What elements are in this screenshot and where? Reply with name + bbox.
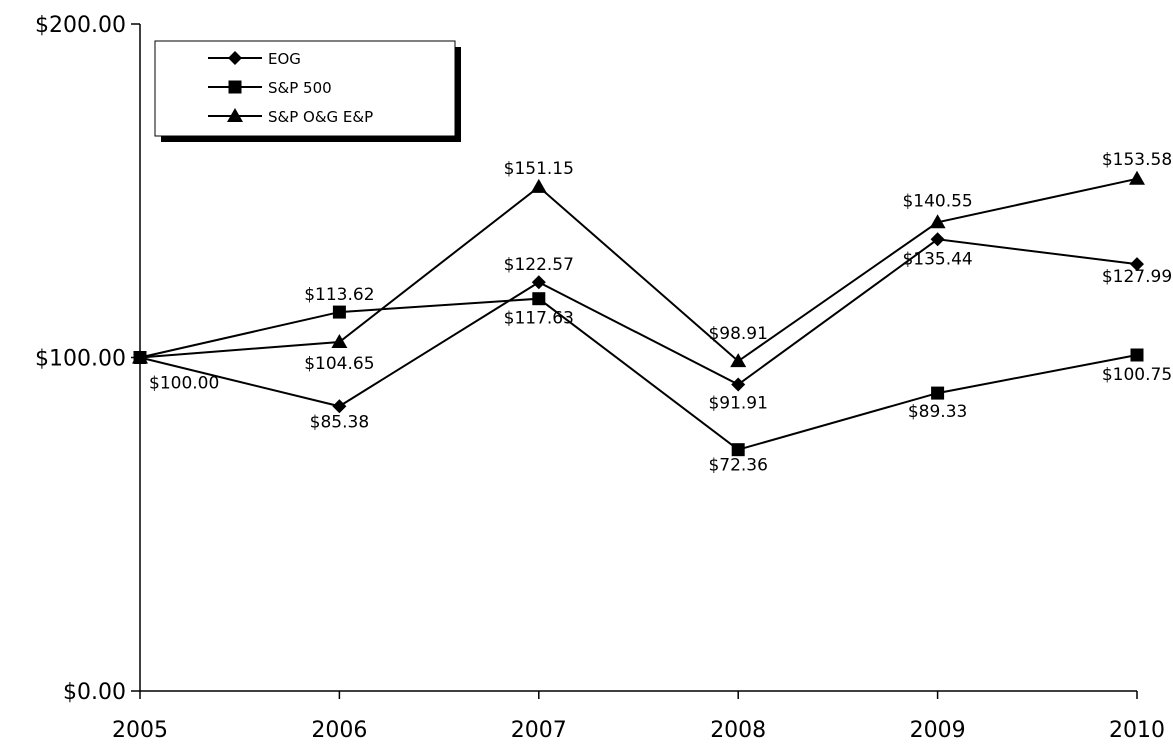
data-label: $140.55 (902, 191, 972, 211)
legend-label: S&P 500 (268, 79, 332, 97)
legend-entry: S&P 500 (208, 79, 332, 97)
x-tick-label: 2005 (112, 718, 168, 743)
series-s-p-o-g-e-p (132, 170, 1145, 368)
data-label: $85.38 (310, 412, 369, 432)
x-tick-label: 2008 (710, 718, 766, 743)
data-point-marker (132, 349, 148, 364)
data-label: $91.91 (708, 393, 767, 413)
data-label: $153.58 (1102, 150, 1172, 170)
data-point-marker (332, 305, 346, 319)
data-point-marker (731, 377, 746, 392)
series-lines (132, 170, 1145, 457)
data-point-marker (1130, 348, 1144, 362)
y-tick-label: $0.00 (63, 680, 126, 705)
data-label: $72.36 (708, 456, 767, 476)
x-tick-label: 2007 (511, 718, 567, 743)
x-tick-label: 2010 (1109, 718, 1165, 743)
legend-entry: EOG (208, 50, 301, 68)
series-line (139, 238, 1138, 408)
data-point-marker (931, 386, 945, 400)
x-tick-label: 2009 (910, 718, 966, 743)
data-label: $113.62 (304, 285, 374, 305)
data-label: $98.91 (708, 324, 767, 344)
data-point-marker (929, 214, 946, 229)
data-label: $122.57 (504, 255, 574, 275)
data-label: $135.44 (902, 249, 972, 269)
series-s-p-500 (133, 292, 1144, 457)
data-label: $117.63 (504, 309, 574, 329)
data-label: $100.75 (1102, 365, 1172, 385)
legend-label: EOG (268, 50, 301, 68)
data-point-marker (730, 353, 747, 368)
data-label: $127.99 (1102, 267, 1172, 287)
series-eog (133, 232, 1144, 414)
legend: EOG S&P 500 S&P O&G E&P (154, 40, 461, 142)
legend-marker (227, 108, 243, 122)
data-label: $89.33 (908, 402, 967, 422)
data-point-marker (531, 275, 546, 290)
legend-label: S&P O&G E&P (268, 108, 373, 126)
data-point-marker (731, 443, 745, 457)
data-point-marker (532, 292, 546, 306)
axes: $0.00 $100.00 $200.00 2005 2006 2007 2008 2009 2… (35, 13, 1165, 743)
data-label: $100.00 (149, 374, 219, 394)
data-point-marker (331, 333, 348, 348)
legend-marker (228, 51, 242, 65)
series-line (139, 177, 1138, 363)
y-tick-label: $100.00 (35, 347, 126, 372)
data-point-marker (530, 178, 547, 193)
data-point-marker (332, 399, 347, 414)
series-line (139, 297, 1138, 451)
data-label: $104.65 (304, 354, 374, 374)
x-tick-label: 2006 (311, 718, 367, 743)
data-label: $151.15 (504, 159, 574, 179)
y-tick-label: $200.00 (35, 13, 126, 38)
data-point-marker (1130, 257, 1144, 272)
data-labels: $100.00 $85.38 $122.57 $91.91 $135.44 $127.99… (149, 150, 1172, 476)
legend-box (154, 40, 456, 137)
legend-marker (228, 80, 242, 94)
data-point-marker (1129, 170, 1145, 185)
legend-entry: S&P O&G E&P (208, 108, 373, 126)
data-point-marker (930, 232, 945, 247)
